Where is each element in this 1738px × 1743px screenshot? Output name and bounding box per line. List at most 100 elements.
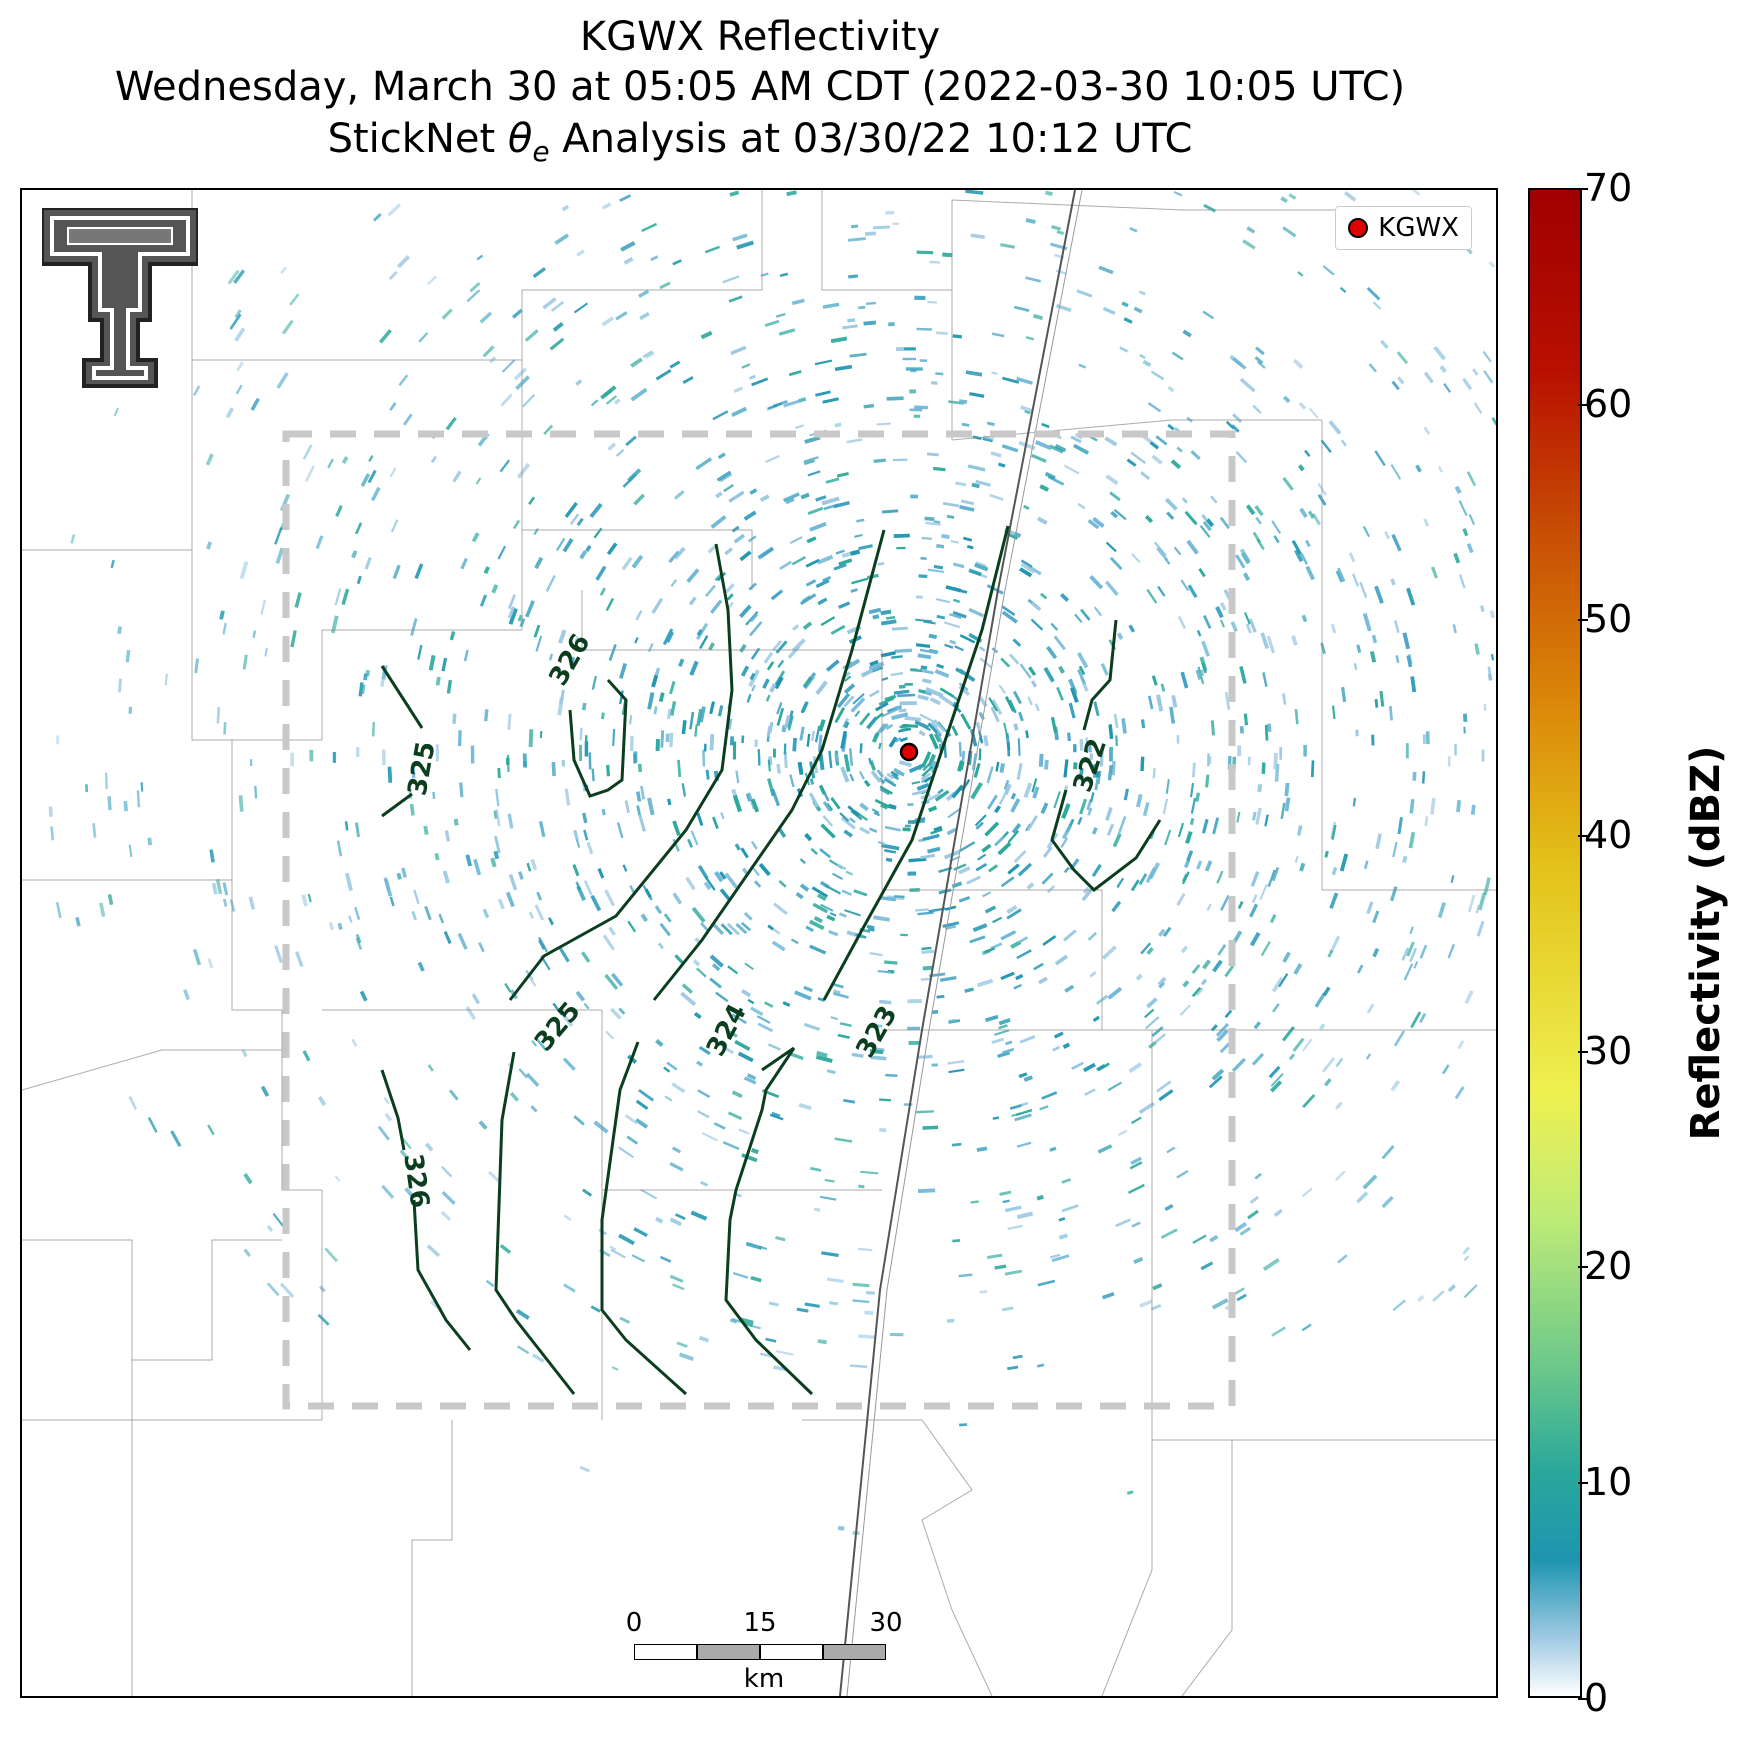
echo-streak	[1186, 850, 1194, 862]
echo-streak	[528, 911, 535, 919]
echo-streak	[622, 864, 628, 872]
echo-streak	[334, 1175, 341, 1182]
contour-label-323: 323	[851, 1001, 904, 1063]
echo-streak	[211, 882, 218, 895]
echo-streak	[1248, 618, 1257, 633]
echo-streak	[885, 616, 896, 620]
echo-streak	[1077, 652, 1089, 669]
echo-streak	[946, 1318, 955, 1323]
echo-streak	[471, 532, 480, 543]
echo-streak	[936, 994, 945, 999]
echo-streak	[192, 948, 202, 966]
echo-streak	[583, 880, 593, 896]
echo-streak	[1251, 894, 1258, 904]
echo-streak	[918, 730, 926, 737]
echo-streak	[611, 1366, 619, 1371]
echo-streak	[442, 870, 450, 884]
echo-streak	[1202, 818, 1209, 834]
echo-streak	[963, 536, 973, 542]
echo-streak	[528, 496, 536, 505]
echo-streak	[768, 756, 773, 766]
echo-streak	[1443, 383, 1452, 393]
echo-streak	[438, 913, 445, 924]
echo-streak	[869, 659, 879, 667]
echo-streak	[222, 898, 228, 907]
echo-streak	[1212, 959, 1223, 973]
echo-streak	[1195, 669, 1202, 680]
echo-streak	[756, 1015, 771, 1024]
echo-streak	[460, 557, 468, 570]
echo-streak	[855, 933, 867, 939]
echo-streak	[829, 1301, 839, 1306]
echo-streak	[1061, 803, 1071, 819]
echo-streak	[471, 993, 481, 1005]
echo-streak	[997, 841, 1012, 856]
echo-streak	[1039, 484, 1049, 492]
echo-streak	[1128, 1062, 1143, 1074]
echo-streak	[531, 1353, 545, 1363]
echo-streak	[1093, 701, 1100, 717]
echo-streak	[1322, 986, 1331, 997]
echo-streak	[473, 859, 482, 876]
echo-streak	[1001, 444, 1019, 453]
echo-streak	[1280, 802, 1286, 819]
double-t-logo-icon	[40, 206, 200, 388]
echo-streak	[1210, 720, 1215, 736]
echo-streak	[1010, 798, 1021, 813]
echo-streak	[881, 843, 900, 851]
echo-streak	[1423, 518, 1430, 527]
echo-streak	[583, 1002, 590, 1010]
echo-streak	[807, 470, 821, 477]
echo-streak	[534, 556, 544, 570]
echo-streak	[1302, 1038, 1313, 1052]
echo-streak	[289, 293, 300, 306]
echo-streak	[994, 805, 1001, 814]
echo-streak	[1050, 622, 1059, 631]
echo-streak	[1131, 1221, 1141, 1228]
echo-streak	[1262, 672, 1268, 688]
echo-streak	[811, 886, 828, 898]
echo-streak	[1480, 605, 1485, 613]
echo-streak	[70, 534, 76, 544]
echo-streak	[302, 444, 313, 460]
echo-streak	[535, 635, 543, 652]
echo-streak	[1191, 762, 1196, 778]
echo-streak	[1014, 1113, 1032, 1122]
echo-streak	[243, 1248, 252, 1257]
echo-streak	[1041, 872, 1054, 885]
echo-streak	[1037, 1279, 1056, 1287]
echo-streak	[575, 838, 581, 848]
echo-streak	[388, 271, 398, 280]
colorbar-tick-10: 10	[1577, 1460, 1633, 1504]
echo-streak	[1052, 1045, 1061, 1052]
echo-streak	[1004, 783, 1012, 795]
echo-streak	[834, 1137, 853, 1143]
echo-streak	[709, 954, 724, 968]
echo-streak	[344, 821, 349, 831]
echo-streak	[987, 864, 999, 873]
echo-streak	[858, 1334, 875, 1339]
echo-streak	[128, 844, 133, 857]
colorbar-label: Reflectivity (dBZ)	[1683, 745, 1729, 1141]
echo-streak	[1235, 554, 1246, 569]
echo-streak	[707, 545, 717, 554]
echo-streak	[341, 456, 349, 465]
echo-streak	[952, 598, 961, 603]
echo-streak	[927, 792, 941, 802]
echo-streak	[1000, 971, 1015, 980]
echo-streak	[1219, 516, 1231, 530]
echo-streak	[716, 470, 732, 482]
echo-streak	[533, 624, 541, 638]
echo-streak	[435, 676, 441, 686]
radar-map[interactable]: 326 325 325 324 323 322 326 KGWX 0 15 30…	[20, 188, 1498, 1698]
echo-streak	[1000, 930, 1017, 941]
echo-streak	[545, 574, 556, 592]
contour-line	[568, 678, 628, 798]
echo-streak	[445, 416, 457, 431]
echo-streak	[1109, 491, 1121, 502]
echo-streak	[1474, 643, 1480, 655]
echo-streak	[1201, 514, 1208, 521]
contour-line	[1082, 619, 1118, 731]
echo-streak	[1126, 458, 1137, 467]
echo-streak	[983, 947, 996, 954]
